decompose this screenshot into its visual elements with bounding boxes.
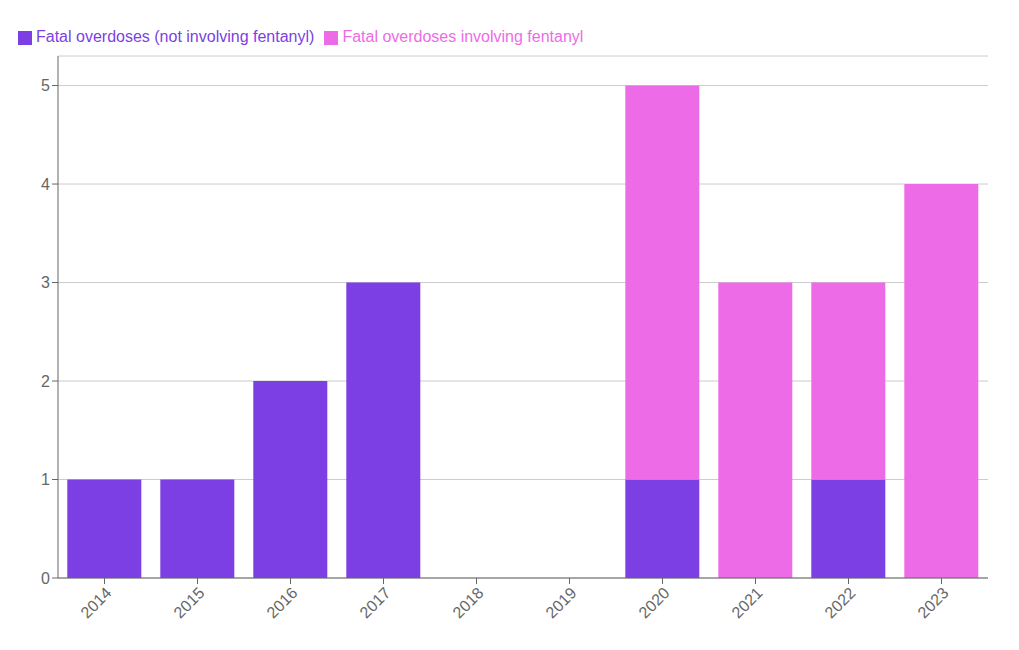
svg-text:4: 4 [41,176,50,193]
svg-text:2: 2 [41,373,50,390]
svg-text:2022: 2022 [821,584,858,621]
svg-text:2014: 2014 [77,584,114,621]
svg-text:5: 5 [41,77,50,94]
svg-text:1: 1 [41,471,50,488]
html-text:Fatal overdoses involving fent: Fatal overdoses involving fentanyl [342,28,584,45]
svg-text:2021: 2021 [728,584,765,621]
svg-text:2023: 2023 [914,584,951,621]
html-text:Fatal overdoses (not involving: Fatal overdoses (not involving fentanyl) [36,28,315,45]
svg-text:2020: 2020 [635,584,672,621]
svg-text:2015: 2015 [170,584,207,621]
svg-text:0: 0 [41,570,50,587]
svg-text:2019: 2019 [542,584,579,621]
svg-text:2016: 2016 [263,584,300,621]
svg-text:3: 3 [41,274,50,291]
svg-text:2017: 2017 [356,584,393,621]
svg-text:2018: 2018 [449,584,486,621]
